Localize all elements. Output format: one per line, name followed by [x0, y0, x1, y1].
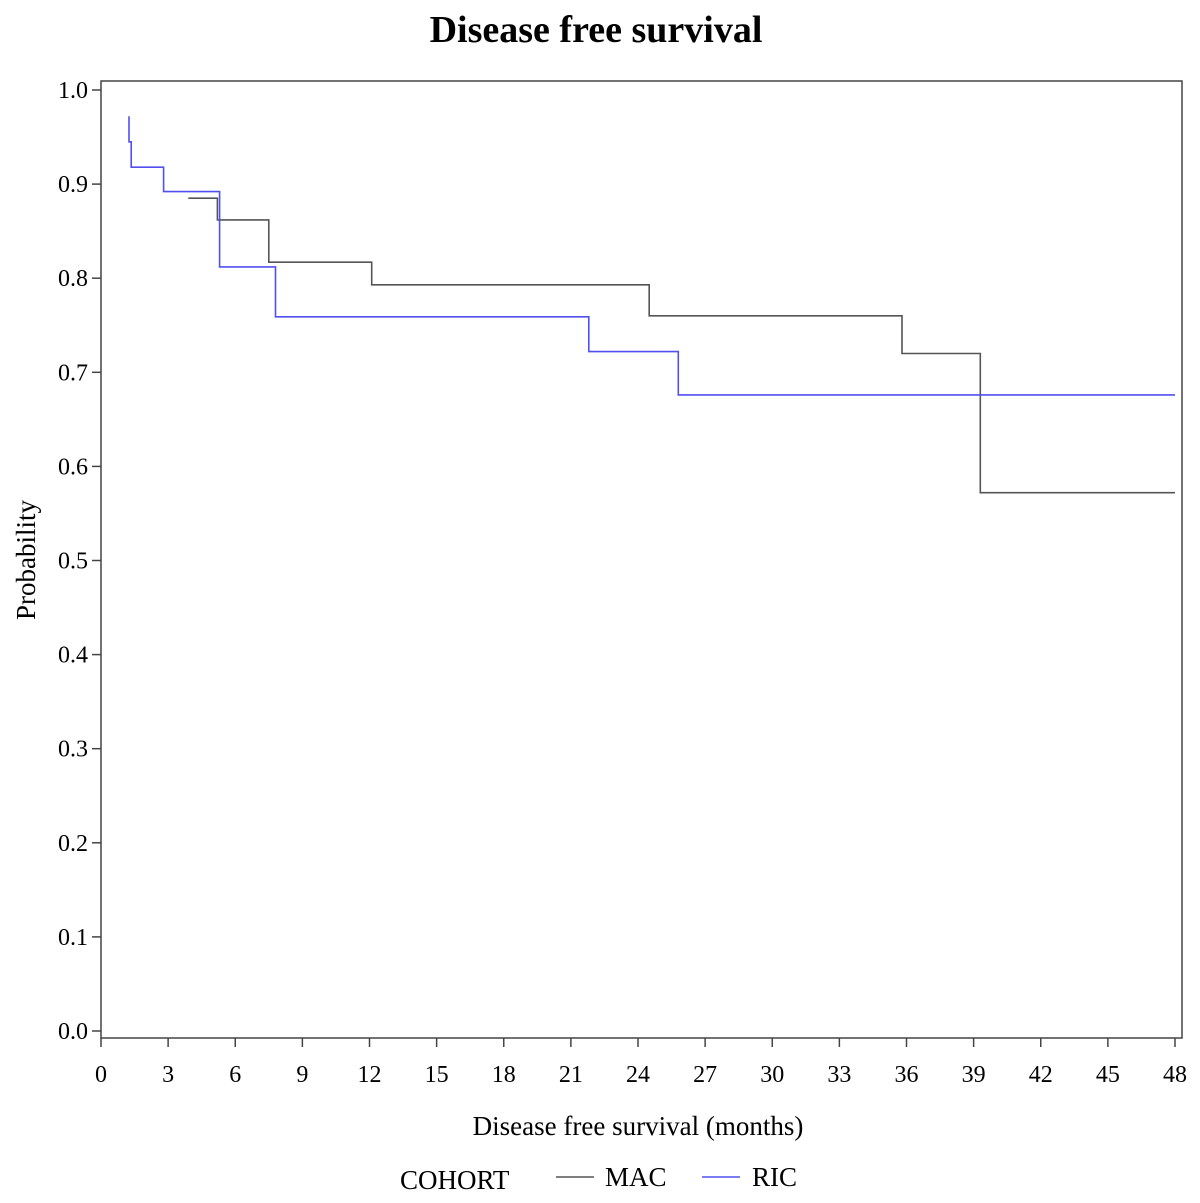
legend: COHORT MAC RIC [400, 1162, 797, 1195]
y-tick-label: 0.8 [58, 266, 88, 292]
legend-label-ric: RIC [752, 1162, 797, 1192]
x-tick-label: 18 [492, 1062, 516, 1088]
x-tick-label: 21 [559, 1062, 583, 1088]
chart-title: Disease free survival [430, 9, 763, 51]
plot-frame [100, 80, 1183, 1039]
x-tick-label: 36 [895, 1062, 919, 1088]
legend-title: COHORT [400, 1165, 510, 1195]
x-axis: 0 3 6 9 12 15 18 21 24 27 30 33 36 39 42 45 48 [95, 1038, 1187, 1088]
x-tick-label: 27 [693, 1062, 717, 1088]
y-axis-title: Probability [11, 500, 41, 620]
x-tick-label: 0 [95, 1062, 107, 1088]
y-axis: 0.0 0.1 0.2 0.3 0.4 0.5 0.6 0.7 0.8 0.9 1.0 [58, 78, 101, 1045]
x-tick-label: 12 [358, 1062, 382, 1088]
x-tick-label: 33 [827, 1062, 851, 1088]
x-tick-label: 48 [1163, 1062, 1187, 1088]
x-tick-label: 6 [229, 1062, 241, 1088]
y-tick-label: 0.2 [58, 831, 88, 857]
y-tick-label: 1.0 [58, 78, 88, 104]
y-tick-label: 0.1 [58, 925, 88, 951]
x-tick-label: 15 [425, 1062, 449, 1088]
x-tick-label: 30 [760, 1062, 784, 1088]
y-tick-label: 0.3 [58, 737, 88, 763]
y-tick-label: 0.9 [58, 172, 88, 198]
series-line-mac [188, 197, 1175, 494]
x-tick-label: 39 [962, 1062, 986, 1088]
x-tick-label: 45 [1096, 1062, 1120, 1088]
y-tick-label: 0.4 [58, 643, 88, 669]
legend-label-mac: MAC [605, 1162, 667, 1192]
x-tick-label: 24 [626, 1062, 650, 1088]
y-tick-label: 0.5 [58, 549, 88, 575]
series-line-ric [128, 116, 1175, 396]
x-axis-title: Disease free survival (months) [473, 1111, 804, 1141]
x-tick-label: 42 [1029, 1062, 1053, 1088]
x-tick-label: 3 [162, 1062, 174, 1088]
x-tick-label: 9 [296, 1062, 308, 1088]
series-layer [128, 116, 1175, 494]
y-tick-label: 0.7 [58, 360, 88, 386]
y-tick-label: 0.0 [58, 1019, 88, 1045]
y-tick-label: 0.6 [58, 454, 88, 480]
